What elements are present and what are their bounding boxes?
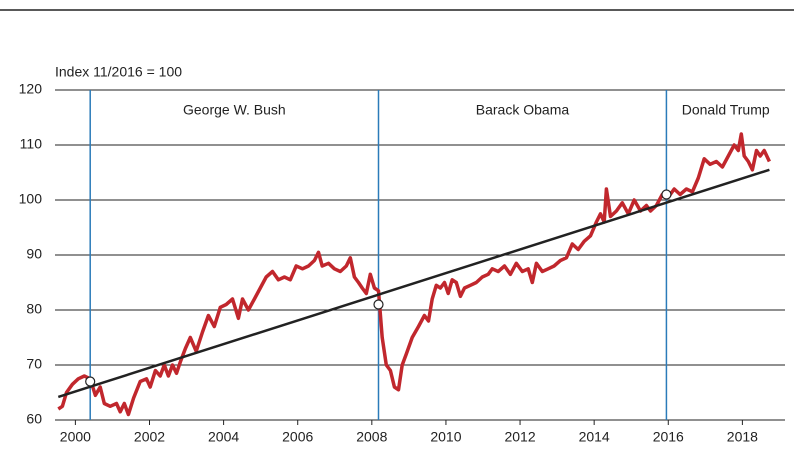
- y-tick-label: 60: [26, 411, 42, 427]
- x-tick-label: 2004: [208, 429, 239, 445]
- election-marker: [661, 189, 672, 200]
- y-tick-label: 80: [26, 301, 42, 317]
- y-tick-label: 110: [20, 136, 43, 152]
- election-marker: [373, 299, 384, 310]
- x-tick-label: 2012: [504, 429, 535, 445]
- term-label: George W. Bush: [183, 102, 286, 118]
- term-label: Donald Trump: [682, 102, 770, 118]
- x-tick-label: 2002: [134, 429, 165, 445]
- y-tick-label: 100: [19, 191, 43, 207]
- x-tick-label: 2018: [727, 429, 758, 445]
- x-tick-label: 2006: [282, 429, 313, 445]
- election-marker: [85, 376, 96, 387]
- x-tick-label: 2008: [356, 429, 387, 445]
- x-tick-label: 2000: [60, 429, 91, 445]
- trend-line: [57, 168, 770, 399]
- y-tick-label: 120: [19, 81, 43, 97]
- index-line: [57, 132, 771, 417]
- y-tick-label: 90: [26, 246, 42, 262]
- y-tick-label: 70: [26, 356, 42, 372]
- x-tick-label: 2016: [653, 429, 684, 445]
- term-label: Barack Obama: [476, 102, 570, 118]
- y-axis-label: Index 11/2016 = 100: [55, 64, 182, 80]
- x-tick-label: 2010: [430, 429, 461, 445]
- x-tick-label: 2014: [579, 429, 610, 445]
